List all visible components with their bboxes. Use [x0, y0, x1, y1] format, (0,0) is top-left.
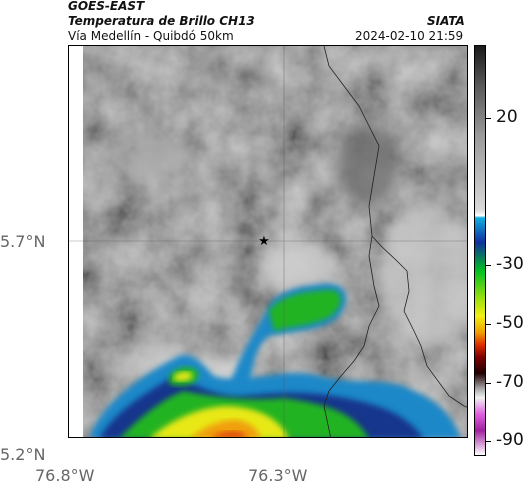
colorbar-tick	[486, 382, 491, 384]
star-icon: ★	[258, 234, 270, 249]
lon-label-76-3: 76.3°W	[248, 466, 308, 485]
convective-clouds	[89, 283, 461, 437]
colorbar-label: -70	[496, 371, 524, 392]
map-canvas: ★	[69, 46, 467, 437]
satellite-title: GOES-EAST	[68, 0, 145, 13]
lon-label-76-8: 76.8°W	[35, 466, 95, 485]
colorbar-tick	[486, 265, 491, 267]
timestamp-label: 2024-02-10 21:59	[355, 29, 464, 43]
colorbar	[474, 45, 486, 456]
lat-label-5-7: 5.7°N	[0, 232, 46, 251]
colorbar-tick	[486, 118, 491, 120]
colorbar-label: -50	[496, 312, 524, 333]
region-label: Vía Medellín - Quibdó 50km	[68, 29, 234, 43]
graticule	[69, 46, 467, 437]
org-label: SIATA	[427, 14, 465, 28]
satellite-map: ★	[68, 45, 468, 438]
boundary-line-2	[323, 235, 380, 437]
lat-label-5-2: 5.2°N	[0, 445, 46, 464]
colorbar-label: 20	[496, 107, 518, 128]
colorbar-tick	[486, 323, 491, 325]
colorbar-tick	[486, 441, 491, 443]
colorbar-label: -30	[496, 254, 524, 275]
boundary-line	[323, 46, 467, 408]
product-title: Temperatura de Brillo CH13	[68, 14, 255, 28]
colorbar-label: -90	[496, 430, 524, 451]
no-data-strip	[69, 46, 83, 437]
